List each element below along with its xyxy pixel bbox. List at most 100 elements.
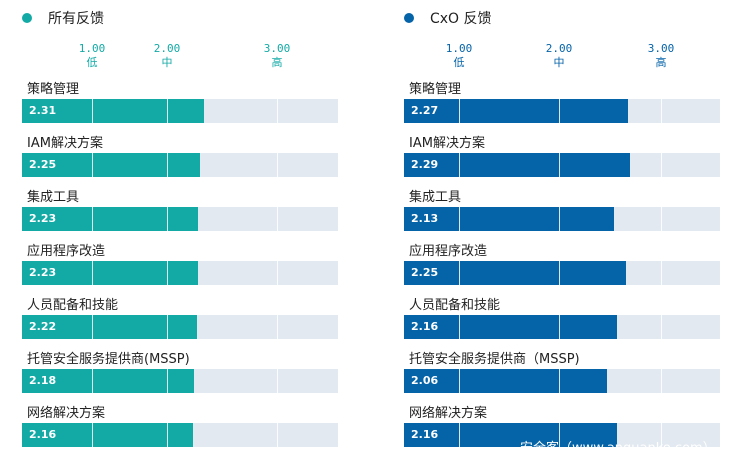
tick-value-label: 1.00 xyxy=(78,42,106,55)
category-label: 托管安全服务提供商（MSSP) xyxy=(409,352,580,367)
bar-track: 2.16 xyxy=(404,423,720,447)
tick-level-label: 高 xyxy=(271,56,283,69)
category-label: 集成工具 xyxy=(27,190,80,205)
tick-value-label: 1.00 xyxy=(445,42,473,55)
bar-track: 2.22 xyxy=(22,315,338,339)
gridline xyxy=(559,99,560,123)
category-label: IAM解决方案 xyxy=(27,136,103,151)
bar-value-label: 2.25 xyxy=(29,158,57,171)
bar xyxy=(22,423,193,447)
gridline xyxy=(92,99,93,123)
bar-track: 2.25 xyxy=(404,261,720,285)
tick-level-label: 中 xyxy=(553,56,565,69)
tick-value-label: 2.00 xyxy=(545,42,573,55)
gridline xyxy=(92,207,93,231)
category-label: 托管安全服务提供商(MSSP) xyxy=(27,352,190,367)
gridline xyxy=(459,207,460,231)
chart-title: 所有反馈 xyxy=(48,11,104,27)
category-label: 人员配备和技能 xyxy=(409,298,501,313)
chart-all-feedback: 所有反馈 1.00 低 2.00 中 3.00 高 策略管理 2.31 IAM解决方案 2.25… xyxy=(22,0,338,465)
gridline xyxy=(661,99,662,123)
bar xyxy=(404,153,631,177)
gridline xyxy=(167,153,168,177)
gridline xyxy=(277,99,278,123)
bar-value-label: 2.13 xyxy=(411,212,439,225)
category-label: 策略管理 xyxy=(409,82,462,97)
bar-value-label: 2.29 xyxy=(411,158,439,171)
bar-track: 2.16 xyxy=(404,315,720,339)
chart-cxo-feedback: CxO 反馈 1.00 低 2.00 中 3.00 高 策略管理 2.27 IAM解决方案 2.… xyxy=(404,0,720,465)
legend-dot-icon xyxy=(22,13,32,23)
gridline xyxy=(559,207,560,231)
bar-value-label: 2.27 xyxy=(411,104,439,117)
gridline xyxy=(92,423,93,447)
category-label: 人员配备和技能 xyxy=(27,298,119,313)
bar xyxy=(22,369,195,393)
gridline xyxy=(277,207,278,231)
tick-value-label: 3.00 xyxy=(263,42,291,55)
gridline xyxy=(661,261,662,285)
watermark-text: 安全客（www.anquanke.com） xyxy=(520,441,716,456)
gridline xyxy=(92,369,93,393)
tick-level-label: 中 xyxy=(161,56,173,69)
bar xyxy=(22,315,198,339)
legend-all-feedback: 所有反馈 xyxy=(22,8,104,28)
bar xyxy=(404,207,615,231)
bar-track: 2.06 xyxy=(404,369,720,393)
category-label: 应用程序改造 xyxy=(409,244,488,259)
category-label: 网络解决方案 xyxy=(27,406,106,421)
gridline xyxy=(167,423,168,447)
axis-tick: 1.00 低 xyxy=(446,42,473,70)
bar-value-label: 2.06 xyxy=(411,374,439,387)
bar-value-label: 2.18 xyxy=(29,374,57,387)
gridline xyxy=(167,99,168,123)
gridline xyxy=(167,315,168,339)
gridline xyxy=(459,99,460,123)
gridline xyxy=(559,423,560,447)
axis-tick: 2.00 中 xyxy=(546,42,573,70)
axis-tick: 2.00 中 xyxy=(154,42,181,70)
gridline xyxy=(559,261,560,285)
bar-value-label: 2.16 xyxy=(29,428,57,441)
gridline xyxy=(92,315,93,339)
bar xyxy=(22,153,200,177)
category-label: IAM解决方案 xyxy=(409,136,485,151)
tick-level-label: 低 xyxy=(86,56,98,69)
gridline xyxy=(92,261,93,285)
gridline xyxy=(459,261,460,285)
gridline xyxy=(559,315,560,339)
axis-ticks: 1.00 低 2.00 中 3.00 高 xyxy=(404,42,720,72)
legend-cxo-feedback: CxO 反馈 xyxy=(404,8,492,28)
tick-value-label: 3.00 xyxy=(647,42,675,55)
gridline xyxy=(661,207,662,231)
bar-track: 2.13 xyxy=(404,207,720,231)
bar-track: 2.27 xyxy=(404,99,720,123)
bar xyxy=(404,99,629,123)
bar-value-label: 2.31 xyxy=(29,104,57,117)
bar xyxy=(22,207,199,231)
gridline xyxy=(167,207,168,231)
bar-track: 2.29 xyxy=(404,153,720,177)
bar xyxy=(22,99,205,123)
gridline xyxy=(277,423,278,447)
category-label: 策略管理 xyxy=(27,82,80,97)
category-label: 应用程序改造 xyxy=(27,244,106,259)
gridline xyxy=(559,153,560,177)
bar-track: 2.23 xyxy=(22,261,338,285)
gridline xyxy=(661,423,662,447)
gridline xyxy=(167,369,168,393)
bar-value-label: 2.16 xyxy=(411,428,439,441)
gridline xyxy=(277,153,278,177)
bar-value-label: 2.22 xyxy=(29,320,57,333)
axis-ticks: 1.00 低 2.00 中 3.00 高 xyxy=(22,42,338,72)
tick-level-label: 低 xyxy=(453,56,465,69)
axis-tick: 3.00 高 xyxy=(264,42,291,70)
gridline xyxy=(277,315,278,339)
bar-value-label: 2.23 xyxy=(29,212,57,225)
gridline xyxy=(661,153,662,177)
bar-track: 2.18 xyxy=(22,369,338,393)
tick-level-label: 高 xyxy=(655,56,667,69)
bar-track: 2.31 xyxy=(22,99,338,123)
bar xyxy=(404,369,608,393)
category-label: 集成工具 xyxy=(409,190,462,205)
